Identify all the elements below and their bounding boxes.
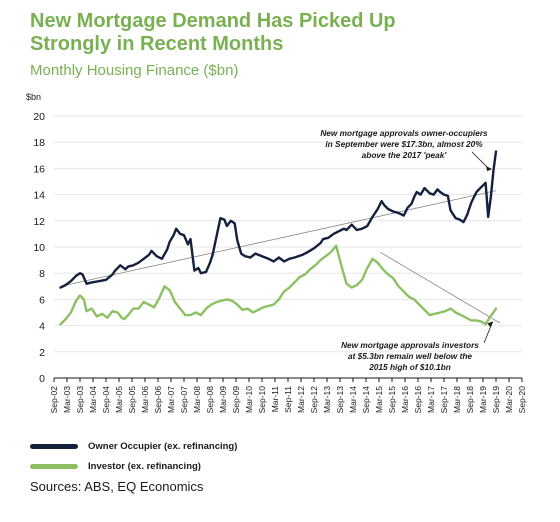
x-tick-label: Mar-06: [140, 386, 150, 413]
y-axis-label: $bn: [26, 92, 41, 102]
x-tick-label: Mar-08: [192, 386, 202, 413]
x-tick-label: Sep-18: [465, 386, 475, 414]
x-tick-label: Mar-18: [452, 386, 462, 413]
legend-item-investor: Investor (ex. refinancing): [30, 456, 237, 476]
y-tick-label: 2: [39, 347, 45, 359]
x-tick-label: Sep-05: [127, 386, 137, 414]
legend-label-investor: Investor (ex. refinancing): [88, 460, 201, 472]
x-tick-label: Mar-20: [504, 386, 514, 413]
x-tick-label: Mar-14: [348, 386, 358, 413]
x-tick-label: Mar-16: [400, 386, 410, 413]
y-tick-label: 14: [33, 190, 45, 202]
x-tick-label: Mar-19: [478, 386, 488, 413]
x-tick-label: Sep-19: [491, 386, 501, 414]
annotation-owner-arrowhead: [486, 166, 493, 172]
trend-line: [380, 251, 501, 324]
annotation-owner-text: above the 2017 'peak': [362, 150, 448, 160]
y-tick-label: 10: [33, 242, 45, 254]
y-tick-label: 0: [39, 373, 45, 385]
x-tick-label: Sep-10: [257, 386, 267, 414]
legend-item-owner: Owner Occupier (ex. refinancing): [30, 436, 237, 456]
x-tick-label: Mar-10: [244, 386, 254, 413]
annotation-investor-text: 2015 high of $10.1bn: [368, 362, 451, 372]
annotation-investor-text: at $5.3bn remain well below the: [348, 351, 472, 361]
x-tick-label: Sep-17: [439, 386, 449, 414]
x-tick-label: Mar-04: [88, 386, 98, 413]
chart-subtitle: Monthly Housing Finance ($bn): [30, 62, 239, 79]
x-tick-label: Mar-03: [62, 386, 72, 413]
trend-line: [60, 190, 497, 287]
x-tick-label: Sep-03: [75, 386, 85, 414]
x-tick-label: Sep-09: [231, 386, 241, 414]
y-tick-label: 18: [33, 137, 45, 149]
x-tick-label: Sep-12: [309, 386, 319, 414]
x-tick-label: Sep-07: [179, 386, 189, 414]
y-tick-label: 12: [33, 216, 45, 228]
x-tick-label: Mar-15: [374, 386, 384, 413]
y-tick-label: 6: [39, 294, 45, 306]
x-tick-label: Mar-09: [218, 386, 228, 413]
y-tick-label: 8: [39, 268, 45, 280]
x-tick-label: Sep-02: [49, 386, 59, 414]
y-tick-label: 16: [33, 163, 45, 175]
chart-title: New Mortgage Demand Has Picked Up Strong…: [30, 10, 530, 56]
annotation-owner-arrow: [471, 151, 489, 169]
x-tick-label: Sep-20: [517, 386, 527, 414]
x-tick-label: Mar-13: [322, 386, 332, 413]
x-tick-label: Mar-11: [270, 386, 280, 413]
x-tick-label: Sep-16: [413, 386, 423, 414]
legend-label-owner: Owner Occupier (ex. refinancing): [88, 440, 238, 452]
x-tick-label: Sep-06: [153, 386, 163, 414]
y-tick-label: 4: [39, 321, 45, 333]
x-tick-label: Mar-05: [114, 386, 124, 413]
chart-title-line1: New Mortgage Demand Has Picked Up: [30, 10, 396, 32]
owner-occupier-line: [59, 150, 498, 289]
source-note: Sources: ABS, EQ Economics: [30, 479, 204, 494]
annotation-owner-text: in September were $17.3bn, almost 20%: [325, 139, 483, 149]
investor-line: [59, 244, 498, 326]
x-tick-label: Sep-08: [205, 386, 215, 414]
y-tick-label: 20: [33, 111, 45, 123]
chart-legend: Owner Occupier (ex. refinancing) Investo…: [30, 436, 237, 476]
chart-title-line2: Strongly in Recent Months: [30, 33, 284, 55]
x-tick-label: Sep-15: [387, 386, 397, 414]
annotation-owner-text: New mortgage approvals owner-occupiers: [320, 128, 488, 138]
legend-swatch-owner: [30, 443, 78, 449]
x-tick-label: Sep-14: [361, 386, 371, 414]
x-tick-label: Sep-11: [283, 386, 293, 413]
x-tick-label: Mar-07: [166, 386, 176, 413]
x-tick-label: Mar-12: [296, 386, 306, 413]
x-tick-label: Sep-04: [101, 386, 111, 414]
annotation-investor-arrowhead: [487, 321, 494, 328]
x-tick-label: Sep-13: [335, 386, 345, 414]
x-tick-label: Mar-17: [426, 386, 436, 413]
legend-swatch-investor: [30, 463, 78, 469]
annotation-investor-text: New mortgage approvals investors: [341, 340, 479, 350]
